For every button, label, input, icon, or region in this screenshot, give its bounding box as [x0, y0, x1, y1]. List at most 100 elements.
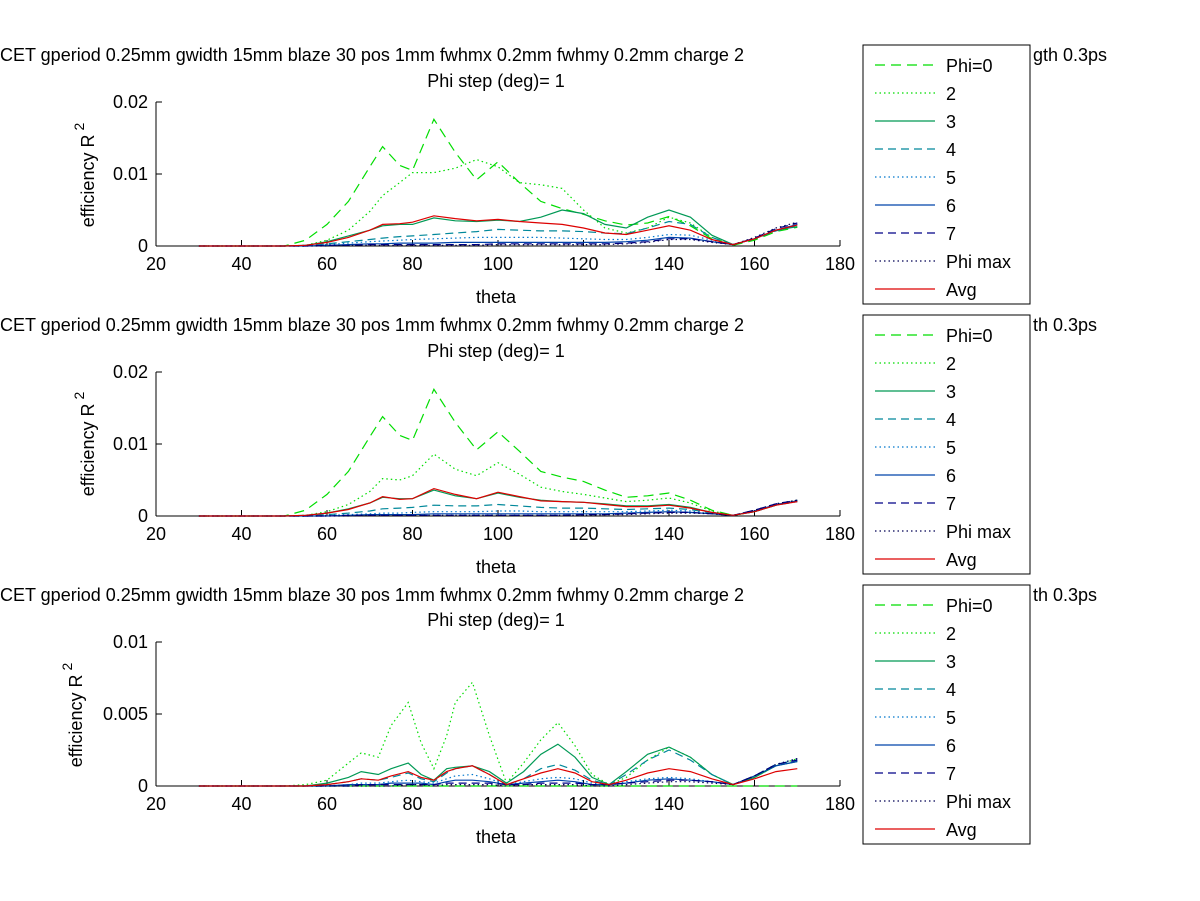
y-tick-label: 0.01 [113, 434, 148, 454]
x-tick-label: 60 [317, 524, 337, 544]
series-line-avg [198, 487, 798, 517]
x-tick-label: 100 [483, 524, 513, 544]
panel-1-title-line2: Phi step (deg)= 1 [427, 71, 565, 91]
panel-1-axes: 20 40 60 80 100 120 140 160 180 0 0.01 0.02 [113, 92, 855, 274]
x-tick-label: 180 [825, 794, 855, 814]
series-line-phi-max [198, 499, 798, 517]
series-line-phi-max [198, 758, 798, 787]
legend-label: Phi max [946, 252, 1011, 272]
series-line-phi-0 [198, 118, 798, 247]
x-tick-label: 120 [568, 524, 598, 544]
y-tick-label: 0 [138, 506, 148, 526]
x-tick-label: 160 [739, 794, 769, 814]
legend-label: 3 [946, 112, 956, 132]
panel-3-title-line1: CET gperiod 0.25mm gwidth 15mm blaze 30 … [0, 585, 744, 605]
x-tick-label: 40 [231, 794, 251, 814]
panel-3-ylabel: efficiency R 2 [59, 663, 86, 768]
panel-2-xlabel: theta [476, 557, 517, 577]
x-tick-label: 20 [146, 254, 166, 274]
panel-1-title-line1: CET gperiod 0.25mm gwidth 15mm blaze 30 … [0, 45, 744, 65]
legend-label: 6 [946, 736, 956, 756]
x-tick-label: 80 [402, 254, 422, 274]
x-tick-label: 60 [317, 794, 337, 814]
series-line-7 [198, 759, 798, 787]
legend-label: Avg [946, 820, 977, 840]
legend-label: Phi=0 [946, 56, 993, 76]
legend-label: Phi max [946, 792, 1011, 812]
y-tick-label: 0.02 [113, 362, 148, 382]
series-line-5 [198, 223, 798, 247]
panel-3-ylabel-sup: 2 [59, 663, 75, 671]
x-tick-label: 160 [739, 524, 769, 544]
legend-label: 7 [946, 224, 956, 244]
series-line-3 [198, 743, 798, 787]
x-tick-label: 20 [146, 524, 166, 544]
legend-label: 2 [946, 354, 956, 374]
x-tick-label: 80 [402, 794, 422, 814]
panel-1-title-line1-tail: gth 0.3ps [1033, 45, 1107, 65]
y-tick-label: 0.005 [103, 704, 148, 724]
x-tick-label: 40 [231, 254, 251, 274]
series-line-phi-max [198, 221, 798, 247]
legend-label: 5 [946, 438, 956, 458]
x-tick-label: 40 [231, 524, 251, 544]
x-tick-label: 180 [825, 254, 855, 274]
legend-label: Phi=0 [946, 596, 993, 616]
panel-2-axes: 20 40 60 80 100 120 140 160 180 0 0.01 0.02 [113, 362, 855, 544]
legend-label: 4 [946, 140, 956, 160]
panel-3-plot-lines [198, 681, 798, 787]
subplot-2: CET gperiod 0.25mm gwidth 15mm blaze 30 … [0, 314, 1097, 577]
x-tick-label: 100 [483, 794, 513, 814]
series-line-2 [198, 453, 798, 517]
panel-3-xlabel: theta [476, 827, 517, 847]
series-line-4 [198, 501, 798, 517]
y-tick-label: 0.02 [113, 92, 148, 112]
y-tick-label: 0.01 [113, 632, 148, 652]
legend-label: 6 [946, 196, 956, 216]
series-line-5 [198, 501, 798, 517]
legend-label: 2 [946, 84, 956, 104]
panel-1-ylabel: efficiency R 2 [71, 123, 98, 228]
panel-3-ylabel-main: efficiency R [66, 675, 86, 768]
x-tick-label: 120 [568, 794, 598, 814]
legend-box [862, 584, 1031, 845]
legend-label: 3 [946, 652, 956, 672]
legend-label: 4 [946, 680, 956, 700]
x-tick-label: 100 [483, 254, 513, 274]
legend-label: Phi=0 [946, 326, 993, 346]
y-tick-label: 0.01 [113, 164, 148, 184]
x-tick-label: 20 [146, 794, 166, 814]
legend-label: 7 [946, 494, 956, 514]
series-line-avg [198, 765, 798, 787]
series-line-7 [198, 499, 798, 517]
legend-label: Avg [946, 550, 977, 570]
legend-label: 5 [946, 708, 956, 728]
x-tick-label: 140 [654, 254, 684, 274]
legend-label: 5 [946, 168, 956, 188]
panel-2-title-line1: CET gperiod 0.25mm gwidth 15mm blaze 30 … [0, 315, 744, 335]
series-line-7 [198, 222, 798, 247]
legend-label: Phi max [946, 522, 1011, 542]
x-tick-label: 180 [825, 524, 855, 544]
legend-box [862, 314, 1031, 575]
panel-1-ylabel-sup: 2 [71, 123, 87, 131]
panel-2-legend: Phi=0 2 3 4 5 6 7 Phi max Avg [862, 314, 1031, 575]
x-tick-label: 80 [402, 524, 422, 544]
legend-label: 7 [946, 764, 956, 784]
legend-label: 2 [946, 624, 956, 644]
panel-3-title-line2: Phi step (deg)= 1 [427, 610, 565, 630]
legend-label: 4 [946, 410, 956, 430]
legend-label: 6 [946, 466, 956, 486]
panel-2-plot-lines [198, 388, 798, 517]
panel-1-legend: Phi=0 2 3 4 5 6 7 Phi max Avg [862, 44, 1031, 305]
x-tick-label: 60 [317, 254, 337, 274]
y-tick-label: 0 [138, 236, 148, 256]
series-line-6 [198, 223, 798, 247]
panel-1-plot-lines [198, 118, 798, 247]
panel-1-xlabel: theta [476, 287, 517, 307]
legend-label: 3 [946, 382, 956, 402]
legend-box [862, 44, 1031, 305]
panel-1-ylabel-main: efficiency R [78, 135, 98, 228]
panel-2-ylabel: efficiency R 2 [71, 392, 98, 497]
panel-2-title-line1-tail: th 0.3ps [1033, 315, 1097, 335]
